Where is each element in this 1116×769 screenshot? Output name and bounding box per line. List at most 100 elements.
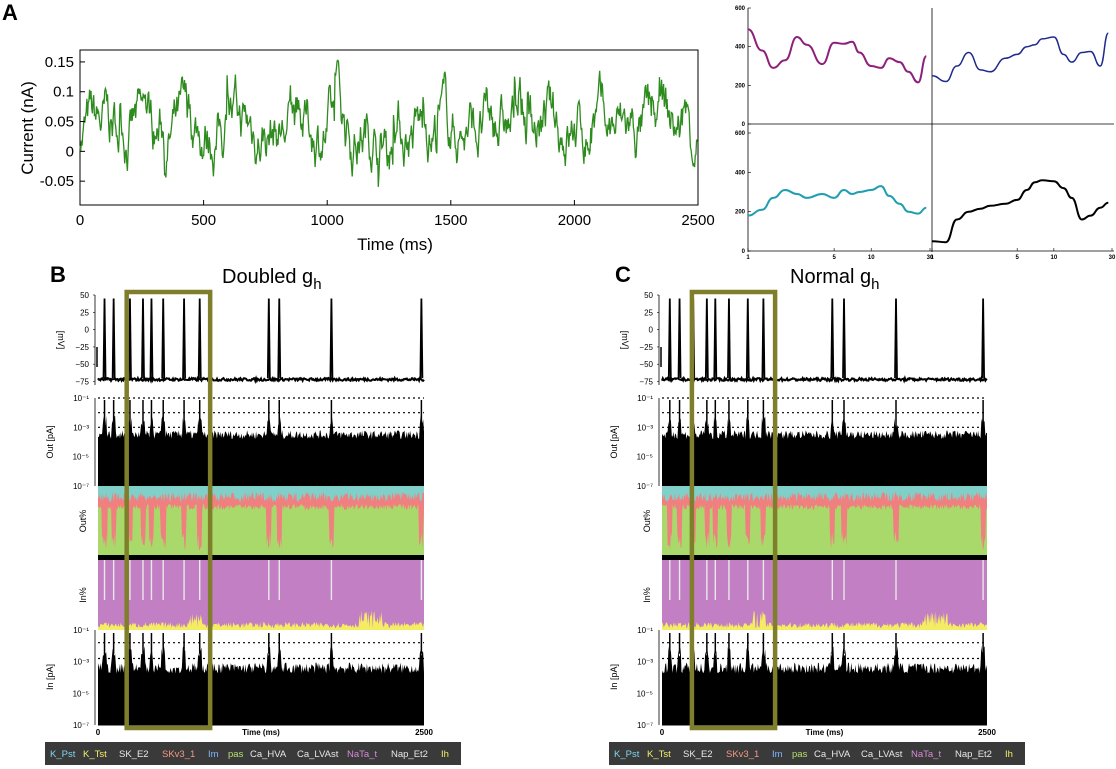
spike: [761, 298, 766, 379]
in-share-axis-label: In%: [642, 587, 652, 603]
legend-item: SKv3_1: [162, 749, 195, 760]
voltage-tick-label: 50: [644, 291, 653, 300]
legend-item: Ca_HVA: [250, 749, 287, 760]
in-tick-label: 10⁻³: [73, 658, 89, 667]
spike: [667, 298, 672, 379]
highlight-window: [124, 289, 213, 731]
highlight-window: [689, 289, 778, 731]
out-share-green: [98, 504, 424, 556]
y-tick-label: 0: [742, 122, 746, 128]
legend-item: NaTa_t: [911, 749, 941, 760]
voltage-tick-label: 25: [644, 308, 653, 317]
voltage-tick-label: 0: [85, 326, 90, 335]
in-tick-label: 10⁻¹: [73, 626, 89, 635]
in-share-axis-label: In%: [78, 587, 88, 603]
in-share-yellow: [662, 610, 987, 630]
in-current-area: [98, 645, 424, 725]
x-tick-start: 0: [660, 728, 665, 737]
x-axis-label: Time (ms): [242, 728, 280, 737]
spike: [111, 298, 116, 379]
out-tick-label: 10⁻⁷: [637, 482, 653, 491]
y-tick-label: 400: [735, 45, 746, 51]
y-tick-label: 0.15: [45, 54, 74, 71]
x-tick-label: 10: [1051, 255, 1058, 261]
x-tick-label: 1: [746, 255, 750, 261]
y-ticks: -0.05 0 0.05 0.1 0.15: [40, 54, 85, 190]
x-tick-label: 2500: [681, 212, 714, 229]
spike: [161, 298, 166, 379]
y-tick-label: 200: [735, 210, 746, 216]
in-tick-label: 10⁻⁵: [73, 689, 89, 698]
spike: [727, 298, 731, 379]
voltage-tick-label: −25: [639, 343, 653, 352]
voltage-trace: [97, 375, 425, 385]
legend-item: Nap_Et2: [391, 749, 428, 760]
x-tick-start: 0: [96, 728, 101, 737]
out-share-axis-label: Out%: [642, 510, 652, 533]
current-plot-frame: [79, 49, 699, 206]
out-current-area: [98, 415, 424, 486]
y-tick-label: 0.1: [53, 84, 74, 101]
legend: K_Pst K_Tst SK_E2 SKv3_1 Im pas Ca_HVA Ca_LVAst…: [45, 742, 461, 765]
spike: [842, 298, 846, 379]
voltage-axis-label: [mV]: [56, 331, 66, 350]
legend-item: Ih: [441, 749, 449, 760]
spike: [277, 298, 282, 379]
voltage-tick-label: 0: [649, 326, 654, 335]
spike: [745, 298, 750, 379]
x-axis-label: Time (ms): [806, 728, 844, 737]
out-tick-label: 10⁻³: [73, 423, 89, 432]
y-tick-label: 0: [742, 249, 746, 255]
panel-c-title: Normal gh: [790, 266, 879, 293]
x-tick-label: 5: [832, 255, 836, 261]
panel-label-b: B: [50, 262, 66, 287]
voltage-tick-label: 25: [80, 308, 89, 317]
spike: [141, 298, 145, 379]
separator-bar: [98, 555, 424, 560]
in-tick-label: 10⁻⁷: [637, 721, 653, 730]
y-axis-label: Current (nA): [18, 81, 37, 175]
legend-item: K_Tst: [83, 749, 107, 760]
series-bottom-right: [931, 179, 1109, 244]
spike: [713, 298, 718, 379]
spike: [894, 298, 898, 379]
legend-item: pas: [792, 749, 808, 760]
spike: [677, 298, 682, 379]
x-tick-label: 1500: [434, 212, 467, 229]
y-tick-label: 600: [735, 6, 746, 12]
x-tick-end: 2500: [978, 728, 996, 737]
spike: [266, 298, 271, 379]
voltage-tick-label: 50: [80, 291, 89, 300]
x-tick-label: 2000: [558, 212, 591, 229]
series-top-left: [747, 28, 928, 84]
out-axis-label: Out [pA]: [609, 425, 619, 458]
x-tick-label: 10: [868, 255, 875, 261]
series-bottom-left: [747, 185, 927, 217]
in-share-yellow: [98, 610, 424, 630]
spike: [197, 298, 202, 379]
legend-item: Ih: [1005, 749, 1013, 760]
x-ticks: 0 500 1000 1500 2000 2500: [76, 200, 715, 229]
y-tick-label: 0.05: [45, 114, 74, 131]
in-axis-label: In [pA]: [609, 664, 619, 690]
x-tick-end: 2500: [415, 728, 433, 737]
in-tick-label: 10⁻¹: [637, 626, 653, 635]
in-current-area: [662, 645, 987, 725]
current-trace: [79, 59, 699, 187]
in-axis-label: In [pA]: [45, 664, 55, 690]
legend-item: pas: [228, 749, 244, 760]
input-current-chart: 0 500 1000 1500 2000 2500 -0.05 0 0.05 0.1 0.15 T…: [18, 49, 715, 254]
out-share-axis-label: Out%: [78, 510, 88, 533]
legend-background: [609, 742, 1025, 765]
legend-item: K_Pst: [50, 749, 76, 760]
panel-label-c: C: [615, 262, 631, 287]
voltage-tick-label: −75: [639, 378, 653, 387]
in-tick-label: 10⁻⁷: [73, 721, 89, 730]
x-tick-label: 30: [1109, 255, 1116, 261]
legend-item: Ca_LVAst: [861, 749, 903, 760]
in-tick-label: 10⁻³: [637, 658, 653, 667]
out-tick-label: 10⁻⁵: [73, 453, 89, 462]
spike: [419, 298, 424, 379]
